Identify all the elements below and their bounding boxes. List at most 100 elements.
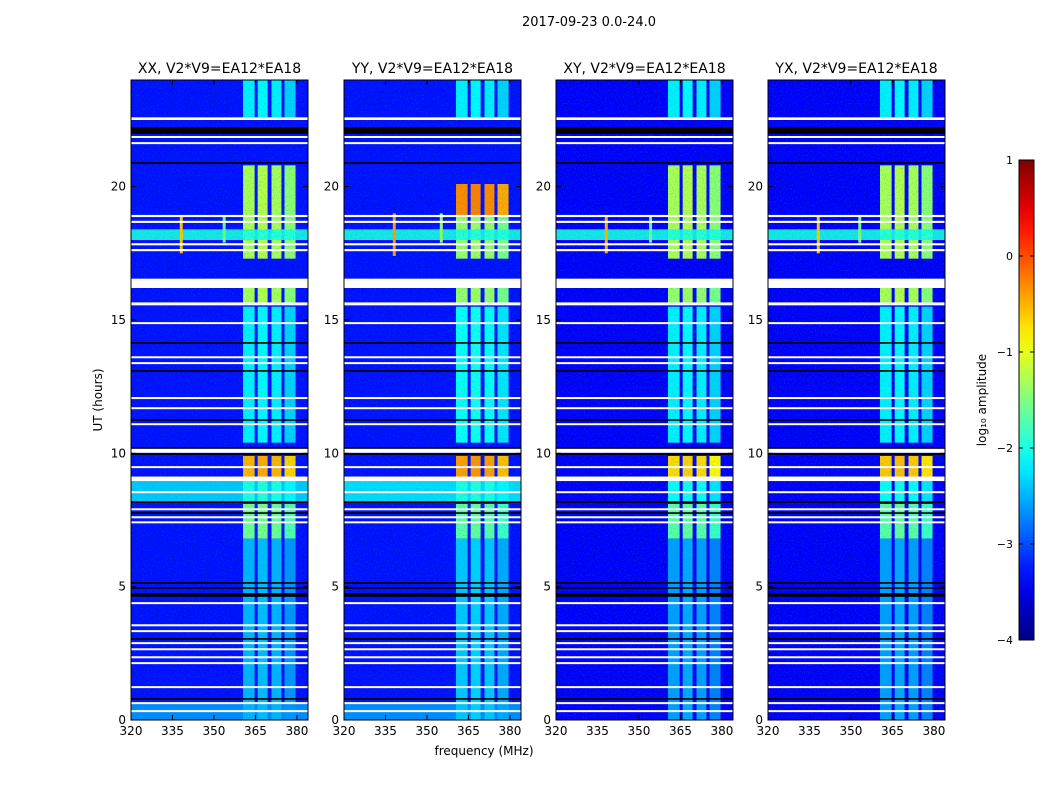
flagged-row [131, 630, 308, 633]
flagged-row [556, 602, 733, 605]
y-tick-label: 5 [118, 580, 126, 594]
flagged-row [768, 662, 945, 665]
x-axis-label: frequency (MHz) [434, 744, 533, 758]
flagged-row [768, 508, 945, 511]
dead-row [344, 638, 521, 640]
x-tick-label: 335 [586, 724, 609, 738]
dead-row [556, 370, 733, 372]
dead-row [344, 512, 521, 514]
flagged-row [344, 278, 521, 288]
flagged-row [768, 322, 945, 325]
flagged-row [344, 656, 521, 659]
flagged-row [556, 516, 733, 519]
flagged-row [556, 630, 733, 633]
colorbar-label: log₁₀ amplitude [975, 354, 989, 446]
flagged-row [768, 407, 945, 410]
dead-row [768, 370, 945, 372]
flagged-row [556, 407, 733, 410]
flagged-row [344, 702, 521, 705]
y-tick-label: 20 [536, 180, 551, 194]
axes-frame [767, 79, 946, 721]
flagged-row [344, 491, 521, 494]
dead-row [131, 342, 308, 344]
flagged-row [131, 491, 308, 494]
dead-row [344, 127, 521, 134]
x-tick-label: 380 [922, 724, 945, 738]
x-tick-label: 380 [710, 724, 733, 738]
flagged-row [556, 508, 733, 511]
y-tick-label: 15 [748, 313, 763, 327]
dead-row [768, 453, 945, 455]
flagged-row [768, 624, 945, 627]
x-tick-label: 380 [285, 724, 308, 738]
flagged-row [344, 710, 521, 713]
flagged-row [344, 356, 521, 359]
dead-row [768, 638, 945, 640]
flagged-row [131, 214, 308, 218]
y-axis-label: UT (hours) [91, 368, 105, 431]
dead-row [131, 582, 308, 584]
flagged-row [344, 302, 521, 306]
flagged-row [556, 220, 733, 223]
flagged-row [131, 220, 308, 223]
flagged-row [131, 642, 308, 645]
dead-row [344, 698, 521, 700]
panel-yx: YX, V2*V9=EA12*EA18 320 335 350 365 380 0 5 10 15… [748, 61, 946, 738]
flagged-row [768, 710, 945, 713]
x-tick-label: 380 [498, 724, 521, 738]
flagged-row [768, 702, 945, 705]
flagged-row [556, 642, 733, 645]
flagged-row [556, 142, 733, 145]
flagged-row [344, 136, 521, 138]
axes-frame [343, 79, 522, 721]
flagged-row [556, 656, 733, 659]
dead-row [131, 638, 308, 640]
y-tick-label: 20 [324, 180, 339, 194]
flagged-row [131, 136, 308, 138]
x-tick-label: 350 [416, 724, 439, 738]
y-tick-label: 10 [536, 446, 551, 460]
dead-row [344, 370, 521, 372]
flagged-row [768, 448, 945, 453]
dead-row [556, 638, 733, 640]
flagged-row [556, 117, 733, 120]
flagged-row [344, 214, 521, 218]
flagged-row [131, 322, 308, 325]
flagged-row [344, 662, 521, 665]
flagged-row [131, 117, 308, 120]
dead-row [556, 162, 733, 164]
y-tick-label: 0 [543, 713, 551, 727]
flagged-row [768, 686, 945, 689]
flagged-row [768, 214, 945, 218]
x-tick-label: 350 [628, 724, 651, 738]
dead-row [556, 419, 733, 421]
flagged-row [556, 521, 733, 524]
flagged-row [344, 397, 521, 400]
dead-row [556, 587, 733, 589]
colorbar-tick-label: −3 [997, 538, 1013, 551]
dead-row [556, 698, 733, 700]
dead-row [344, 501, 521, 503]
y-tick-label: 10 [111, 446, 126, 460]
y-tick-label: 0 [118, 713, 126, 727]
colorbar-tick-label: 0 [1006, 250, 1013, 263]
flagged-row [556, 476, 733, 482]
flagged-row [131, 648, 308, 651]
y-tick-label: 10 [324, 446, 339, 460]
dead-row [344, 587, 521, 589]
y-tick-label: 5 [543, 580, 551, 594]
dead-row [768, 582, 945, 584]
flagged-row [768, 278, 945, 288]
dead-row [768, 127, 945, 134]
flagged-row [768, 516, 945, 519]
flagged-row [131, 278, 308, 288]
panel-xx: XX, V2*V9=EA12*EA18 320 335 350 365 380 0 5 10 15… [111, 61, 309, 738]
flagged-row [344, 423, 521, 426]
flagged-row [344, 648, 521, 651]
flagged-row [344, 686, 521, 689]
flagged-row [131, 362, 308, 365]
flagged-row [131, 521, 308, 524]
dead-row [556, 453, 733, 455]
flagged-row [768, 423, 945, 426]
flagged-row [344, 476, 521, 482]
